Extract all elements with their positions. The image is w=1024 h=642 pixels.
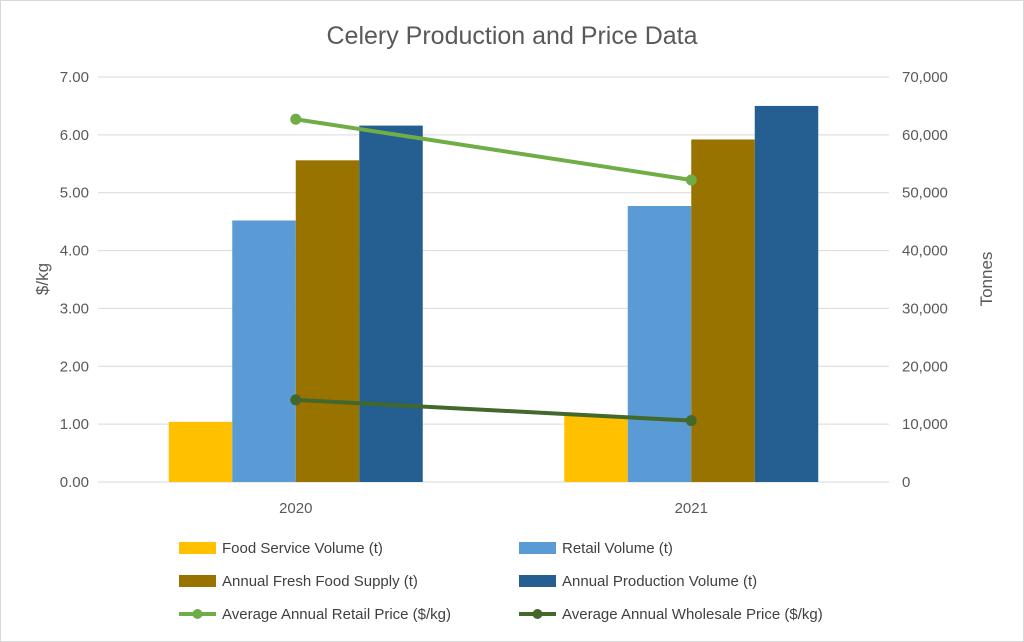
left-tick-label: 3.00 [60,300,89,317]
left-tick-label: 4.00 [60,243,89,260]
price-line [295,397,692,423]
bar [232,220,296,482]
x-tick-label: 2021 [675,500,708,517]
left-tick-label: 6.00 [60,127,89,144]
left-tick-label: 1.00 [60,416,89,433]
bar [168,421,233,482]
legend-label: Average Annual Wholesale Price ($/kg) [562,606,823,623]
right-tick-label: 0 [902,474,910,491]
left-axis-title: $/kg [33,263,52,295]
legend-label: Food Service Volume (t) [222,540,383,557]
bar [295,160,360,483]
legend-label: Annual Production Volume (t) [562,573,757,590]
left-tick-label: 2.00 [60,358,89,375]
left-tick-label: 7.00 [60,69,89,86]
legend-swatch [179,542,216,554]
bar [627,206,692,482]
legend-marker [532,609,543,619]
price-point [290,113,302,125]
right-tick-label: 20,000 [902,358,948,375]
legend-label: Average Annual Retail Price ($/kg) [222,606,451,623]
bars [168,105,819,483]
right-tick-label: 30,000 [902,300,948,317]
right-tick-label: 60,000 [902,127,948,144]
x-axis-ticks: 2020 2021 [279,500,708,517]
price-point [290,394,302,406]
legend-label: Annual Fresh Food Supply (t) [222,573,418,590]
bar [564,415,628,482]
right-axis-ticks: 0 10,000 20,000 30,000 40,000 50,000 60,000 70,… [902,69,948,491]
bar [754,105,819,482]
legend-marker [192,609,203,619]
legend-swatch [519,575,556,587]
left-axis-ticks: 0.00 1.00 2.00 3.00 4.00 5.00 6.00 7.00 [60,69,89,491]
legend-label: Retail Volume (t) [562,540,673,557]
legend: Food Service Volume (t) Retail Volume (t)… [179,540,823,623]
legend-swatch [519,542,556,554]
price-point [685,174,697,186]
price-line [295,117,692,182]
right-tick-label: 10,000 [902,416,948,433]
right-tick-label: 70,000 [902,69,948,86]
bar [691,139,755,482]
right-tick-label: 50,000 [902,185,948,202]
right-tick-label: 40,000 [902,243,948,260]
legend-swatch [179,575,216,587]
bar [359,125,423,482]
left-tick-label: 0.00 [60,474,89,491]
price-point [685,415,697,427]
x-tick-label: 2020 [279,500,312,517]
right-axis-title: Tonnes [977,252,996,307]
price-lines [290,113,697,427]
left-tick-label: 5.00 [60,185,89,202]
chart-title: Celery Production and Price Data [326,22,697,50]
